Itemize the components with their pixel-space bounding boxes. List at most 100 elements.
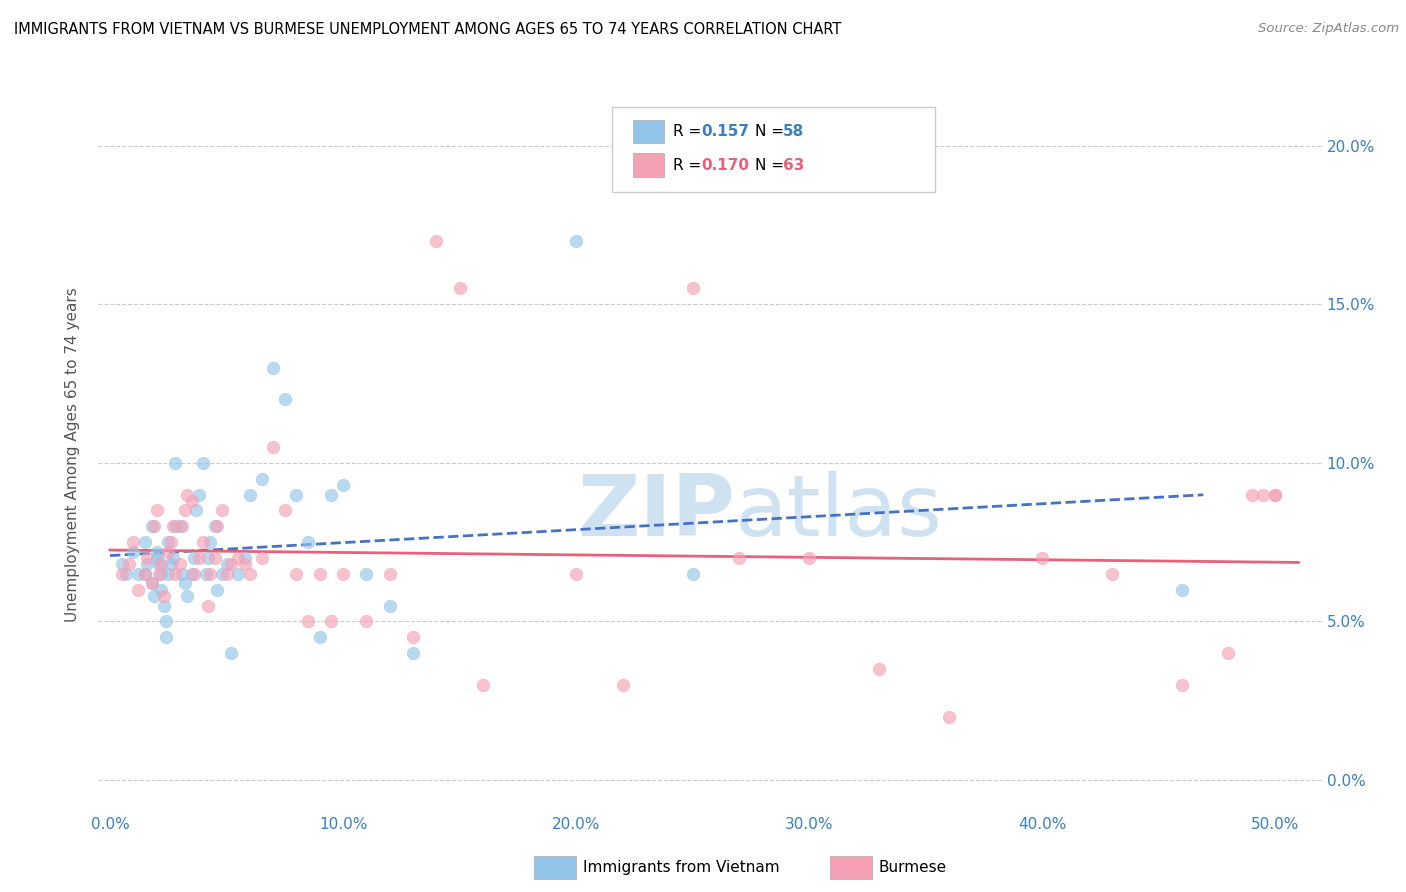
Point: [356, 566, 378, 581]
Point: [194, 566, 217, 581]
Point: [157, 544, 180, 558]
Point: [118, 558, 141, 572]
Point: [197, 551, 219, 566]
Point: [141, 576, 163, 591]
Y-axis label: Unemployment Among Ages 65 to 74 years: Unemployment Among Ages 65 to 74 years: [65, 287, 80, 623]
Point: [1240, 487, 1263, 501]
Point: [150, 566, 173, 581]
Point: [1101, 566, 1123, 581]
Point: [332, 566, 354, 581]
Point: [157, 535, 180, 549]
Point: [262, 440, 284, 454]
Point: [143, 589, 166, 603]
Point: [308, 630, 330, 644]
Point: [165, 566, 187, 581]
Text: IMMIGRANTS FROM VIETNAM VS BURMESE UNEMPLOYMENT AMONG AGES 65 TO 74 YEARS CORREL: IMMIGRANTS FROM VIETNAM VS BURMESE UNEMP…: [14, 22, 841, 37]
Point: [797, 551, 820, 566]
Point: [122, 535, 145, 549]
Point: [938, 709, 960, 723]
Point: [169, 558, 191, 572]
Point: [215, 566, 238, 581]
Point: [402, 630, 425, 644]
Text: 0.170: 0.170: [702, 158, 749, 172]
Point: [186, 503, 208, 517]
Point: [127, 582, 149, 597]
Point: [378, 599, 401, 613]
Point: [565, 234, 588, 248]
Point: [274, 392, 297, 407]
Point: [165, 456, 187, 470]
Point: [285, 566, 308, 581]
Point: [176, 589, 198, 603]
Point: [145, 551, 167, 566]
Point: [193, 535, 215, 549]
Point: [207, 582, 229, 597]
Point: [200, 566, 222, 581]
Point: [183, 551, 205, 566]
Point: [173, 576, 195, 591]
Point: [134, 566, 156, 581]
Point: [169, 519, 191, 533]
Text: N =: N =: [755, 158, 789, 172]
Text: R =: R =: [673, 124, 707, 138]
Point: [157, 566, 180, 581]
Point: [200, 535, 222, 549]
Point: [145, 503, 167, 517]
Point: [239, 566, 262, 581]
Point: [868, 662, 890, 676]
Point: [211, 566, 233, 581]
Text: 58: 58: [783, 124, 804, 138]
Text: R =: R =: [673, 158, 707, 172]
Point: [172, 519, 194, 533]
Point: [1264, 487, 1286, 501]
Point: [226, 566, 249, 581]
Point: [471, 678, 494, 692]
Point: [332, 478, 354, 492]
Point: [111, 566, 134, 581]
Point: [152, 599, 174, 613]
Point: [233, 551, 256, 566]
Point: [148, 566, 170, 581]
Point: [219, 646, 242, 660]
Point: [215, 558, 238, 572]
Point: [150, 582, 173, 597]
Text: Burmese: Burmese: [879, 861, 946, 875]
Point: [134, 535, 156, 549]
Point: [148, 558, 170, 572]
Point: [226, 551, 249, 566]
Point: [250, 551, 273, 566]
Point: [378, 566, 401, 581]
Point: [143, 519, 166, 533]
Point: [111, 558, 134, 572]
Text: atlas: atlas: [734, 470, 942, 554]
Point: [425, 234, 447, 248]
Point: [193, 456, 215, 470]
Point: [297, 535, 319, 549]
Point: [612, 678, 634, 692]
Text: 63: 63: [783, 158, 804, 172]
Point: [239, 487, 262, 501]
Point: [187, 487, 209, 501]
Point: [1253, 487, 1275, 501]
Point: [1171, 678, 1194, 692]
Point: [1218, 646, 1240, 660]
Point: [172, 566, 194, 581]
Point: [250, 472, 273, 486]
Point: [145, 544, 167, 558]
Point: [211, 503, 233, 517]
Point: [233, 558, 256, 572]
Point: [152, 589, 174, 603]
Point: [197, 599, 219, 613]
Point: [297, 615, 319, 629]
Point: [180, 494, 202, 508]
Point: [150, 558, 173, 572]
Point: [183, 566, 205, 581]
Point: [274, 503, 297, 517]
Point: [682, 566, 704, 581]
Point: [219, 558, 242, 572]
Point: [321, 487, 343, 501]
Point: [207, 519, 229, 533]
Point: [682, 281, 704, 295]
Point: [136, 551, 159, 566]
Point: [728, 551, 751, 566]
